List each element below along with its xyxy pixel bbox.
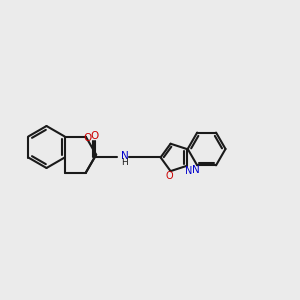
Text: N: N bbox=[192, 165, 200, 176]
Text: N: N bbox=[121, 151, 128, 161]
Text: H: H bbox=[121, 158, 128, 167]
Text: O: O bbox=[91, 131, 99, 141]
Text: O: O bbox=[83, 133, 91, 143]
Text: O: O bbox=[166, 171, 173, 181]
Text: N: N bbox=[185, 166, 193, 176]
